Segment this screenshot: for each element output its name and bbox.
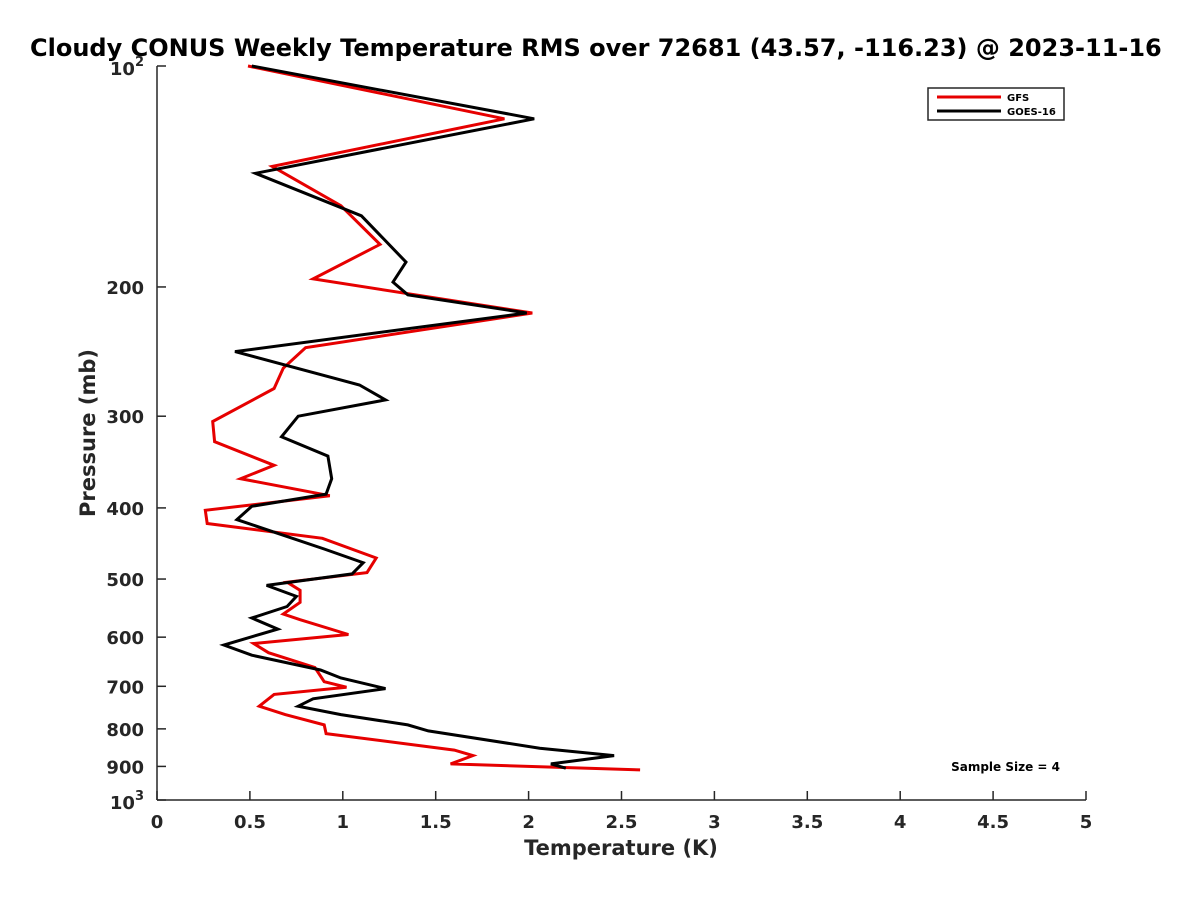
y-tick-label: 900 <box>106 757 144 778</box>
y-axis-power-labels: 102 103 <box>110 55 144 814</box>
chart-title: Cloudy CONUS Weekly Temperature RMS over… <box>30 34 1162 62</box>
x-axis-ticks: 0 0.5 1 1.5 2 2.5 3 3.5 4 4.5 5 <box>151 791 1093 833</box>
y-tick-label: 700 <box>106 677 144 698</box>
plot-area: 0 0.5 1 1.5 2 2.5 3 3.5 4 4.5 5 200 300 400 500 600 700… <box>106 64 1093 833</box>
x-tick-label: 4 <box>894 812 907 833</box>
y-tick-label-bottom: 103 <box>110 789 144 814</box>
x-tick-label: 2 <box>522 812 535 833</box>
x-tick-label: 4.5 <box>977 812 1009 833</box>
y-tick-label: 600 <box>106 628 144 649</box>
x-tick-label: 2.5 <box>606 812 638 833</box>
sample-size-annotation: Sample Size = 4 <box>951 760 1060 774</box>
y-tick-label: 200 <box>106 278 144 299</box>
series-lines <box>203 64 641 772</box>
x-tick-label: 1.5 <box>420 812 452 833</box>
x-tick-label: 3 <box>708 812 721 833</box>
y-tick-label: 800 <box>106 720 144 741</box>
y-axis-ticks: 200 300 400 500 600 700 800 900 <box>106 65 166 801</box>
x-axis-label: Temperature (K) <box>524 836 718 860</box>
legend: GFS GOES-16 <box>927 87 1065 121</box>
y-tick-label: 500 <box>106 570 144 591</box>
x-tick-label: 0 <box>151 812 164 833</box>
legend-label: GFS <box>1007 93 1029 104</box>
legend-box <box>927 87 1065 121</box>
x-tick-label: 5 <box>1080 812 1093 833</box>
y-tick-label: 300 <box>106 407 144 428</box>
legend-label: GOES-16 <box>1007 107 1056 118</box>
x-tick-label: 3.5 <box>791 812 823 833</box>
x-tick-label: 1 <box>337 812 350 833</box>
y-axis-label: Pressure (mb) <box>76 349 100 517</box>
y-tick-label: 400 <box>106 499 144 520</box>
series-line-goes-16 <box>219 64 615 770</box>
x-tick-label: 0.5 <box>234 812 266 833</box>
y-tick-label-top: 102 <box>110 55 144 80</box>
